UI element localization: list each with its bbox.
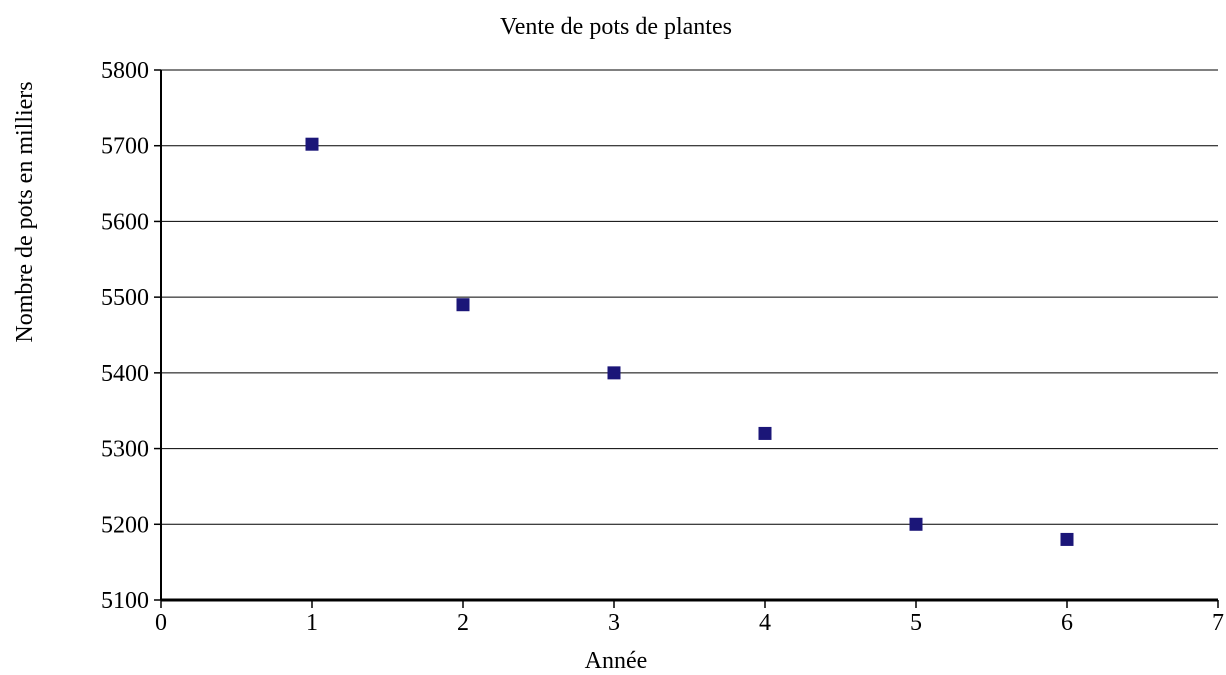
x-axis-label: Année [585, 648, 648, 674]
x-tick-label-4: 4 [759, 610, 771, 636]
y-tick-label-5400: 5400 [101, 361, 149, 387]
data-point-2 [456, 298, 470, 312]
y-tick-label-5700: 5700 [101, 134, 149, 160]
y-axis-label: Nombre de pots en milliers [12, 81, 38, 342]
data-point-5 [909, 517, 923, 531]
x-tick-label-3: 3 [608, 610, 620, 636]
x-tick-label-2: 2 [457, 610, 469, 636]
x-tick-label-0: 0 [155, 610, 167, 636]
axes [154, 69, 1219, 608]
y-tick-label-5800: 5800 [101, 58, 149, 84]
y-tick-label-5500: 5500 [101, 285, 149, 311]
data-point-3 [607, 366, 621, 380]
chart-title: Vente de pots de plantes [500, 14, 732, 40]
y-tick-label-5600: 5600 [101, 209, 149, 235]
data-point-1 [305, 137, 319, 151]
x-tick-label-1: 1 [306, 610, 318, 636]
y-tick-label-5300: 5300 [101, 437, 149, 463]
x-tick-label-6: 6 [1061, 610, 1073, 636]
gridlines [161, 69, 1218, 525]
y-tick-label-5200: 5200 [101, 512, 149, 538]
data-point-4 [758, 426, 772, 440]
tick-labels: 5100 5200 5300 5400 5500 5600 5700 5800 0 1 2 3 4 5 6 7 [101, 58, 1224, 636]
x-tick-label-5: 5 [910, 610, 922, 636]
y-tick-label-5100: 5100 [101, 588, 149, 614]
x-tick-label-7: 7 [1212, 610, 1224, 636]
data-point-6 [1060, 532, 1074, 546]
data-points [305, 137, 1074, 546]
